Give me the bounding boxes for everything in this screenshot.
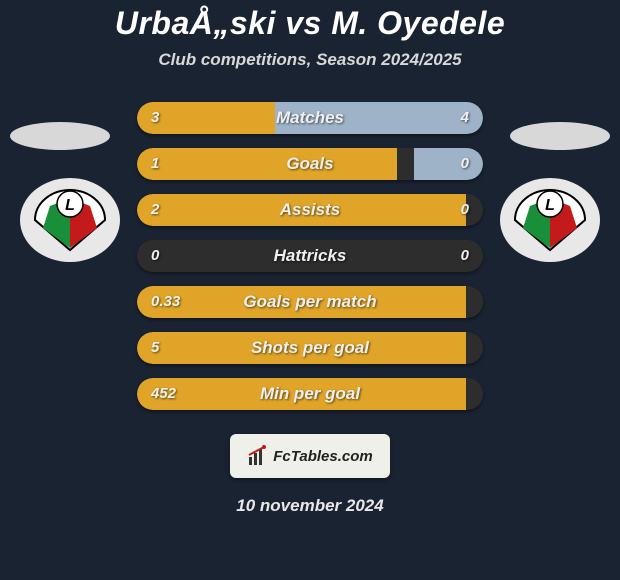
team-badge-left: L xyxy=(20,178,120,262)
brand-text: FcTables.com xyxy=(273,448,372,465)
oval-decoration-left xyxy=(10,122,110,150)
stat-row: 20Assists xyxy=(137,194,483,226)
stat-label: Min per goal xyxy=(137,378,483,410)
page-title: UrbaÅ„ski vs M. Oyedele xyxy=(115,5,505,42)
stat-row: 00Hattricks xyxy=(137,240,483,272)
team-badge-right: L xyxy=(500,178,600,262)
date-text: 10 november 2024 xyxy=(236,496,383,516)
stat-label: Matches xyxy=(137,102,483,134)
stat-label: Hattricks xyxy=(137,240,483,272)
stat-row: 5Shots per goal xyxy=(137,332,483,364)
stat-label: Shots per goal xyxy=(137,332,483,364)
stats-container: 34Matches 10Goals 20Assists 00Hattricks 0.33… xyxy=(137,102,483,410)
subtitle: Club competitions, Season 2024/2025 xyxy=(158,50,461,70)
stat-row: 452Min per goal xyxy=(137,378,483,410)
stat-label: Goals xyxy=(137,148,483,180)
stat-row: 34Matches xyxy=(137,102,483,134)
stat-label: Assists xyxy=(137,194,483,226)
brand-logo-icon xyxy=(247,445,269,467)
brand-box: FcTables.com xyxy=(230,434,390,478)
svg-text:L: L xyxy=(545,197,555,214)
stat-row: 10Goals xyxy=(137,148,483,180)
stat-label: Goals per match xyxy=(137,286,483,318)
svg-text:L: L xyxy=(65,197,75,214)
stat-row: 0.33Goals per match xyxy=(137,286,483,318)
oval-decoration-right xyxy=(510,122,610,150)
